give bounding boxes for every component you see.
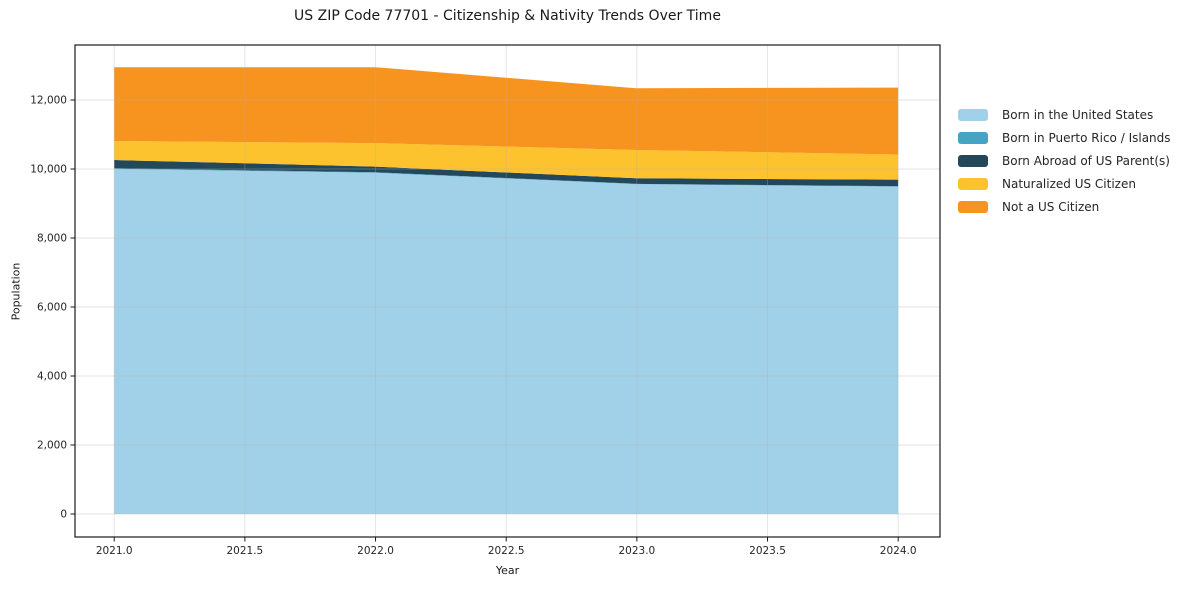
legend-item: Not a US Citizen (958, 198, 1171, 216)
x-tick-label: 2022.5 (488, 545, 525, 557)
y-tick-label: 4,000 (37, 370, 67, 382)
x-tick-label: 2021.0 (96, 545, 133, 557)
gridlines (75, 45, 940, 537)
area-not-a-us-citizen (114, 67, 899, 155)
legend-swatch-icon (958, 155, 988, 167)
area-born-in-puerto-rico-islands (114, 168, 899, 187)
area-series-group (114, 67, 899, 514)
legend-item: Naturalized US Citizen (958, 175, 1171, 193)
area-naturalized-us-citizen (114, 141, 899, 180)
legend-label: Born in Puerto Rico / Islands (1002, 131, 1171, 145)
legend-swatch-icon (958, 132, 988, 144)
legend-item: Born Abroad of US Parent(s) (958, 152, 1171, 170)
legend-item: Born in the United States (958, 106, 1171, 124)
axis-ticks (70, 99, 899, 542)
y-tick-label: 0 (60, 508, 67, 520)
legend-swatch-icon (958, 178, 988, 190)
x-tick-label: 2021.5 (226, 545, 263, 557)
x-tick-label: 2024.0 (880, 545, 917, 557)
y-axis-label: Population (9, 262, 23, 321)
y-tick-label: 2,000 (37, 439, 67, 451)
x-tick-label: 2023.5 (749, 545, 786, 557)
legend-label: Born in the United States (1002, 108, 1154, 122)
plot-border (74, 44, 941, 538)
area-born-abroad-of-us-parent-s (114, 160, 899, 187)
legend-swatch-icon (958, 201, 988, 213)
chart-title: US ZIP Code 77701 - Citizenship & Nativi… (294, 8, 721, 24)
x-tick-label: 2022.0 (357, 545, 394, 557)
y-tick-label: 10,000 (30, 163, 67, 175)
legend-label: Not a US Citizen (1002, 200, 1100, 214)
legend-item: Born in Puerto Rico / Islands (958, 129, 1171, 147)
legend-swatch-icon (958, 109, 988, 121)
axis-tick-labels: 2021.0 2021.5 2022.0 2022.5 2023.0 2023.5 2024… (30, 94, 916, 557)
y-tick-label: 12,000 (30, 94, 67, 106)
legend: Born in the United States Born in Puerto … (958, 106, 1171, 216)
legend-label: Naturalized US Citizen (1002, 177, 1136, 191)
y-tick-label: 6,000 (37, 301, 67, 313)
x-axis-label: Year (495, 564, 520, 577)
x-tick-label: 2023.0 (618, 545, 655, 557)
legend-label: Born Abroad of US Parent(s) (1002, 154, 1170, 168)
area-born-in-the-united-states (114, 168, 899, 514)
y-tick-label: 8,000 (37, 232, 67, 244)
